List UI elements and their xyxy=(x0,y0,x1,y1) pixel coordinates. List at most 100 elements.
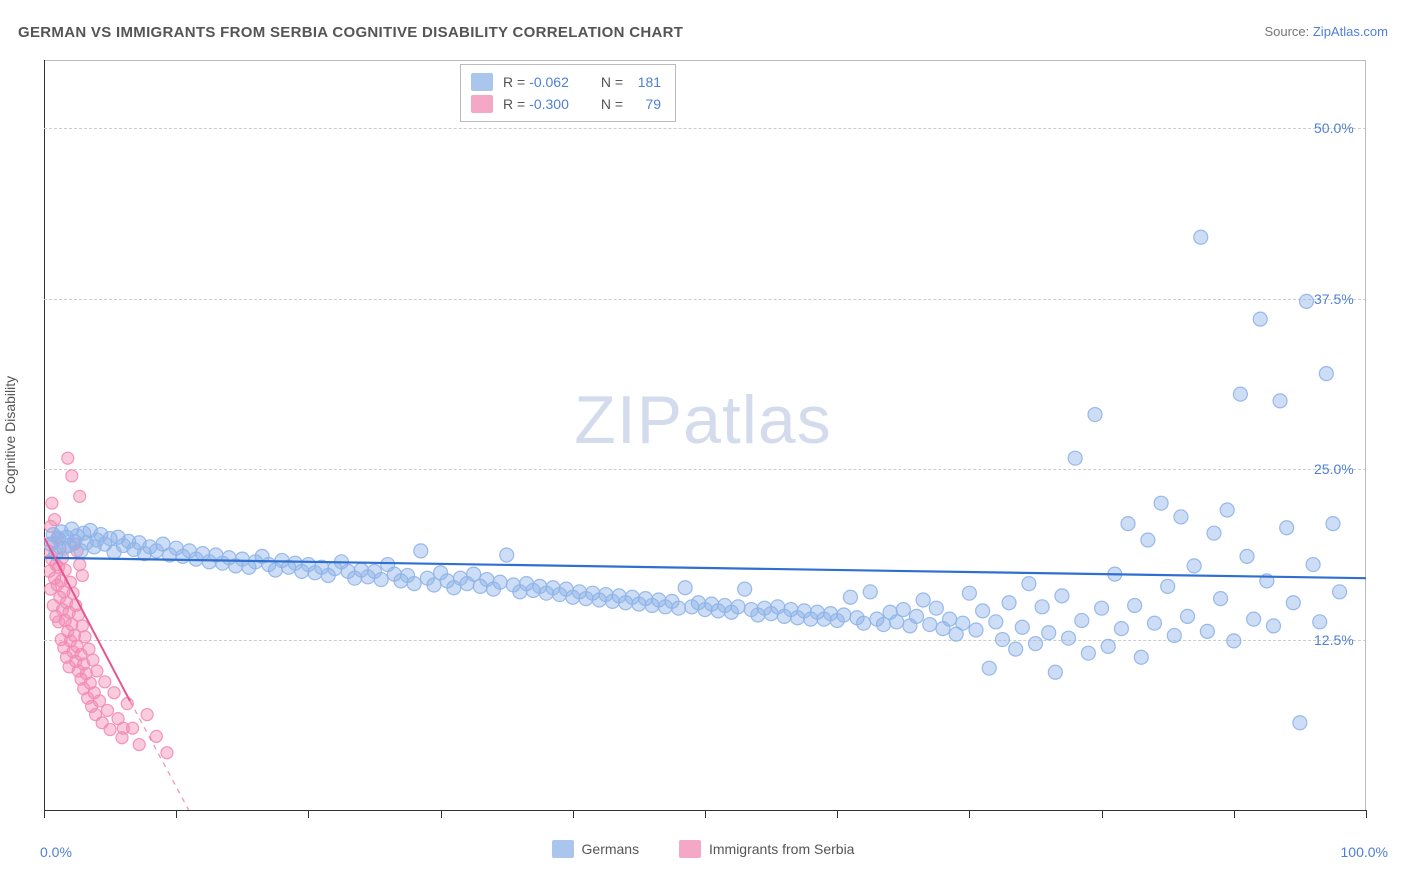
point-germans xyxy=(1029,637,1043,651)
point-germans xyxy=(414,544,428,558)
point-germans xyxy=(731,600,745,614)
x-tick xyxy=(441,810,442,818)
point-serbia xyxy=(150,730,162,742)
x-tick xyxy=(573,810,574,818)
point-germans xyxy=(1128,598,1142,612)
point-germans xyxy=(969,623,983,637)
point-germans xyxy=(1075,613,1089,627)
point-germans xyxy=(1161,579,1175,593)
x-tick xyxy=(837,810,838,818)
x-axis-label-max: 100.0% xyxy=(1341,844,1388,860)
point-germans xyxy=(1174,510,1188,524)
point-germans xyxy=(1068,451,1082,465)
x-tick xyxy=(1102,810,1103,818)
point-serbia xyxy=(74,490,86,502)
legend-stats-row-germans: R =-0.062 N =181 xyxy=(471,71,661,93)
point-germans xyxy=(1273,394,1287,408)
point-germans xyxy=(1042,626,1056,640)
legend-stats-row-serbia: R =-0.300 N =79 xyxy=(471,93,661,115)
point-germans xyxy=(672,601,686,615)
point-germans xyxy=(1286,596,1300,610)
point-serbia xyxy=(79,631,91,643)
point-serbia xyxy=(87,654,99,666)
point-germans xyxy=(1319,367,1333,381)
point-germans xyxy=(493,575,507,589)
x-tick xyxy=(705,810,706,818)
point-serbia xyxy=(141,709,153,721)
legend-label-germans: Germans xyxy=(582,841,640,857)
point-germans xyxy=(1187,559,1201,573)
point-germans xyxy=(500,548,514,562)
point-serbia xyxy=(91,665,103,677)
point-germans xyxy=(1181,609,1195,623)
point-germans xyxy=(1300,294,1314,308)
point-serbia xyxy=(66,470,78,482)
x-tick xyxy=(308,810,309,818)
point-germans xyxy=(1095,601,1109,615)
point-serbia xyxy=(117,722,129,734)
point-serbia xyxy=(108,687,120,699)
point-serbia xyxy=(76,620,88,632)
point-germans xyxy=(989,615,1003,629)
point-germans xyxy=(943,612,957,626)
point-germans xyxy=(1009,642,1023,656)
x-tick xyxy=(1234,810,1235,818)
point-germans xyxy=(1154,496,1168,510)
point-germans xyxy=(1266,619,1280,633)
point-germans xyxy=(1002,596,1016,610)
swatch-serbia-icon xyxy=(679,840,701,858)
point-germans xyxy=(976,604,990,618)
point-germans xyxy=(982,661,996,675)
legend-stats-text-serbia: R =-0.300 N =79 xyxy=(503,93,661,115)
legend-label-serbia: Immigrants from Serbia xyxy=(709,841,854,857)
legend-item-serbia: Immigrants from Serbia xyxy=(679,840,854,858)
source-attribution: Source: ZipAtlas.com xyxy=(1264,24,1388,39)
source-prefix: Source: xyxy=(1264,24,1312,39)
point-serbia xyxy=(161,747,173,759)
y-axis-label: Cognitive Disability xyxy=(2,376,18,494)
point-germans xyxy=(1280,521,1294,535)
legend-stats: R =-0.062 N =181 R =-0.300 N =79 xyxy=(460,64,676,122)
point-germans xyxy=(678,581,692,595)
point-serbia xyxy=(76,569,88,581)
x-tick xyxy=(176,810,177,818)
point-germans xyxy=(1015,620,1029,634)
point-germans xyxy=(1313,615,1327,629)
point-germans xyxy=(1227,634,1241,648)
point-germans xyxy=(929,601,943,615)
point-serbia xyxy=(49,514,61,526)
point-germans xyxy=(1048,665,1062,679)
point-germans xyxy=(923,618,937,632)
point-germans xyxy=(1253,312,1267,326)
point-germans xyxy=(1022,577,1036,591)
point-germans xyxy=(857,616,871,630)
point-germans xyxy=(1114,622,1128,636)
point-germans xyxy=(1214,592,1228,606)
point-germans xyxy=(1207,526,1221,540)
point-serbia xyxy=(46,497,58,509)
point-germans xyxy=(910,609,924,623)
point-germans xyxy=(1194,230,1208,244)
legend-series: Germans Immigrants from Serbia xyxy=(0,840,1406,861)
source-link[interactable]: ZipAtlas.com xyxy=(1313,24,1388,39)
page-title: GERMAN VS IMMIGRANTS FROM SERBIA COGNITI… xyxy=(18,24,683,41)
point-germans xyxy=(837,608,851,622)
point-germans xyxy=(1055,589,1069,603)
point-germans xyxy=(1200,624,1214,638)
point-germans xyxy=(1134,650,1148,664)
point-germans xyxy=(1101,639,1115,653)
point-germans xyxy=(1326,517,1340,531)
legend-item-germans: Germans xyxy=(552,840,640,858)
point-germans xyxy=(956,616,970,630)
x-axis-label-min: 0.0% xyxy=(40,844,72,860)
point-germans xyxy=(1233,387,1247,401)
point-germans xyxy=(1062,631,1076,645)
x-tick xyxy=(1366,810,1367,818)
trendline-serbia-extrapolation xyxy=(130,701,262,892)
point-germans xyxy=(374,573,388,587)
point-germans xyxy=(962,586,976,600)
point-germans xyxy=(1306,558,1320,572)
point-germans xyxy=(1293,716,1307,730)
point-germans xyxy=(1333,585,1347,599)
point-germans xyxy=(1147,616,1161,630)
